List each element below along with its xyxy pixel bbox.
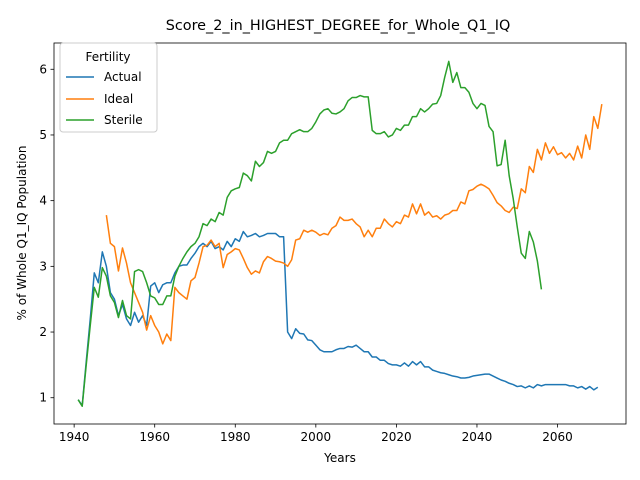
x-tick-label: 2020: [381, 430, 412, 444]
x-axis: 1940 1960 1980 2000 2020 2040 2060: [59, 424, 573, 444]
y-axis: 1 2 3 4 5 6: [39, 62, 54, 405]
y-tick-label: 4: [39, 194, 47, 208]
x-tick-label: 1940: [59, 430, 90, 444]
y-tick-label: 1: [39, 391, 47, 405]
series-layer: [77, 60, 603, 408]
legend-title: Fertility: [85, 50, 130, 64]
legend-box: [59, 42, 158, 133]
y-tick-label: 3: [39, 259, 47, 273]
legend-label-ideal: Ideal: [104, 92, 133, 106]
x-tick-label: 2060: [542, 430, 573, 444]
legend-label-actual: Actual: [104, 70, 142, 84]
y-tick-label: 2: [39, 325, 47, 339]
x-tick-label: 1980: [220, 430, 251, 444]
y-tick-label: 6: [39, 62, 47, 76]
x-tick-label: 2040: [462, 430, 493, 444]
legend-label-sterile: Sterile: [104, 113, 143, 127]
legend: Fertility Actual Ideal Sterile: [59, 42, 158, 133]
y-tick-label: 5: [39, 128, 47, 142]
y-axis-label: % of Whole Q1_IQ Population: [15, 146, 29, 321]
chart-title: Score_2_in_HIGHEST_DEGREE_for_Whole_Q1_I…: [166, 18, 511, 34]
series-line-ideal: [105, 103, 603, 345]
plot-frame: [53, 42, 627, 425]
x-tick-label: 2000: [301, 430, 332, 444]
series-line-sterile: [77, 60, 543, 408]
x-axis-label: Years: [323, 451, 356, 465]
series-line-actual: [77, 230, 599, 407]
x-tick-label: 1960: [139, 430, 170, 444]
